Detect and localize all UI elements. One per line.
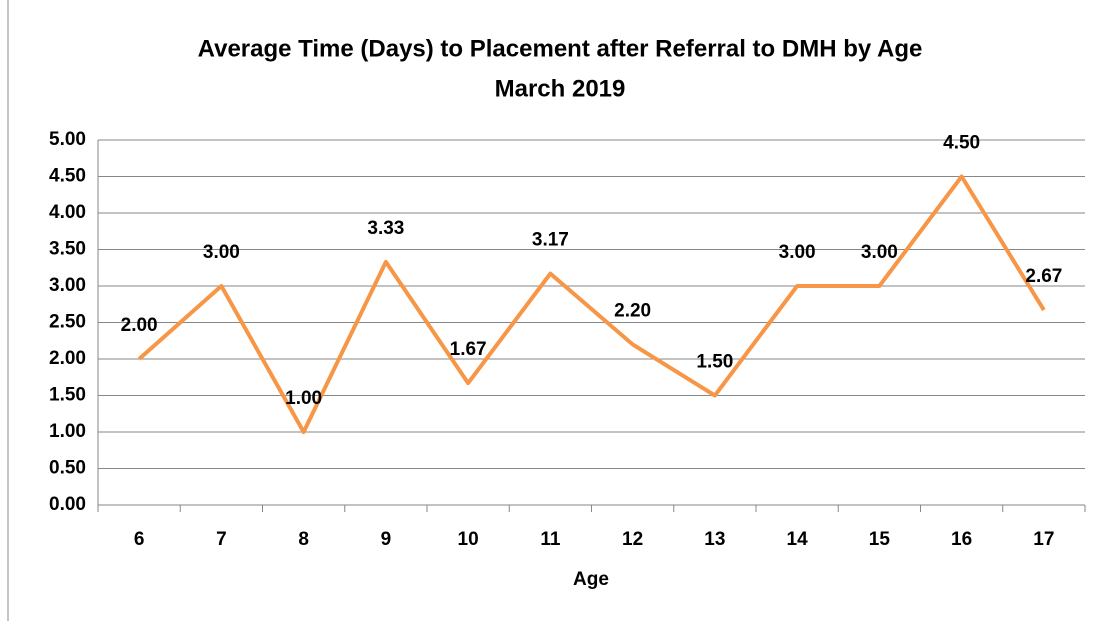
- data-label: 3.00: [203, 242, 240, 263]
- x-tick-label: 17: [1033, 529, 1054, 550]
- x-tick-label: 15: [869, 529, 891, 550]
- y-tick-label: 3.50: [49, 239, 86, 260]
- chart-subtitle: March 2019: [495, 75, 626, 102]
- data-label: 1.50: [696, 352, 733, 373]
- y-tick-label: 4.00: [49, 202, 86, 223]
- x-tick-label: 12: [622, 529, 643, 550]
- x-tick-label: 10: [458, 529, 479, 550]
- y-tick-label: 1.00: [49, 421, 86, 442]
- y-tick-label: 2.50: [49, 312, 86, 333]
- y-tick-label: 3.00: [49, 275, 86, 296]
- y-tick-label: 0.00: [49, 494, 86, 515]
- data-label: 4.50: [943, 133, 980, 154]
- x-tick-label: 7: [216, 529, 227, 550]
- data-label: 3.00: [861, 242, 898, 263]
- x-axis-label: Age: [573, 569, 609, 590]
- chart-border: [7, 0, 1098, 621]
- x-tick-label: 16: [951, 529, 972, 550]
- x-tick-label: 8: [298, 529, 309, 550]
- y-tick-label: 4.50: [49, 166, 86, 187]
- data-label: 3.33: [367, 218, 404, 239]
- y-tick-label: 2.00: [49, 348, 86, 369]
- y-tick-label: 0.50: [49, 458, 86, 479]
- x-tick-label: 14: [787, 529, 809, 550]
- x-tick-label: 9: [381, 529, 392, 550]
- data-label: 3.00: [779, 242, 816, 263]
- chart-title: Average Time (Days) to Placement after R…: [198, 35, 923, 62]
- y-tick-label: 5.00: [49, 129, 86, 150]
- y-tick-label: 1.50: [49, 385, 86, 406]
- x-tick-label: 11: [540, 529, 561, 550]
- data-line: [137, 174, 1046, 434]
- data-label: 2.00: [121, 315, 158, 336]
- data-label: 3.17: [532, 230, 569, 251]
- data-label: 1.00: [285, 388, 322, 409]
- x-tick-label: 13: [704, 529, 725, 550]
- x-tick-label: 6: [134, 529, 145, 550]
- data-label: 2.20: [614, 300, 651, 321]
- data-label: 2.67: [1025, 266, 1062, 287]
- data-label: 1.67: [450, 339, 487, 360]
